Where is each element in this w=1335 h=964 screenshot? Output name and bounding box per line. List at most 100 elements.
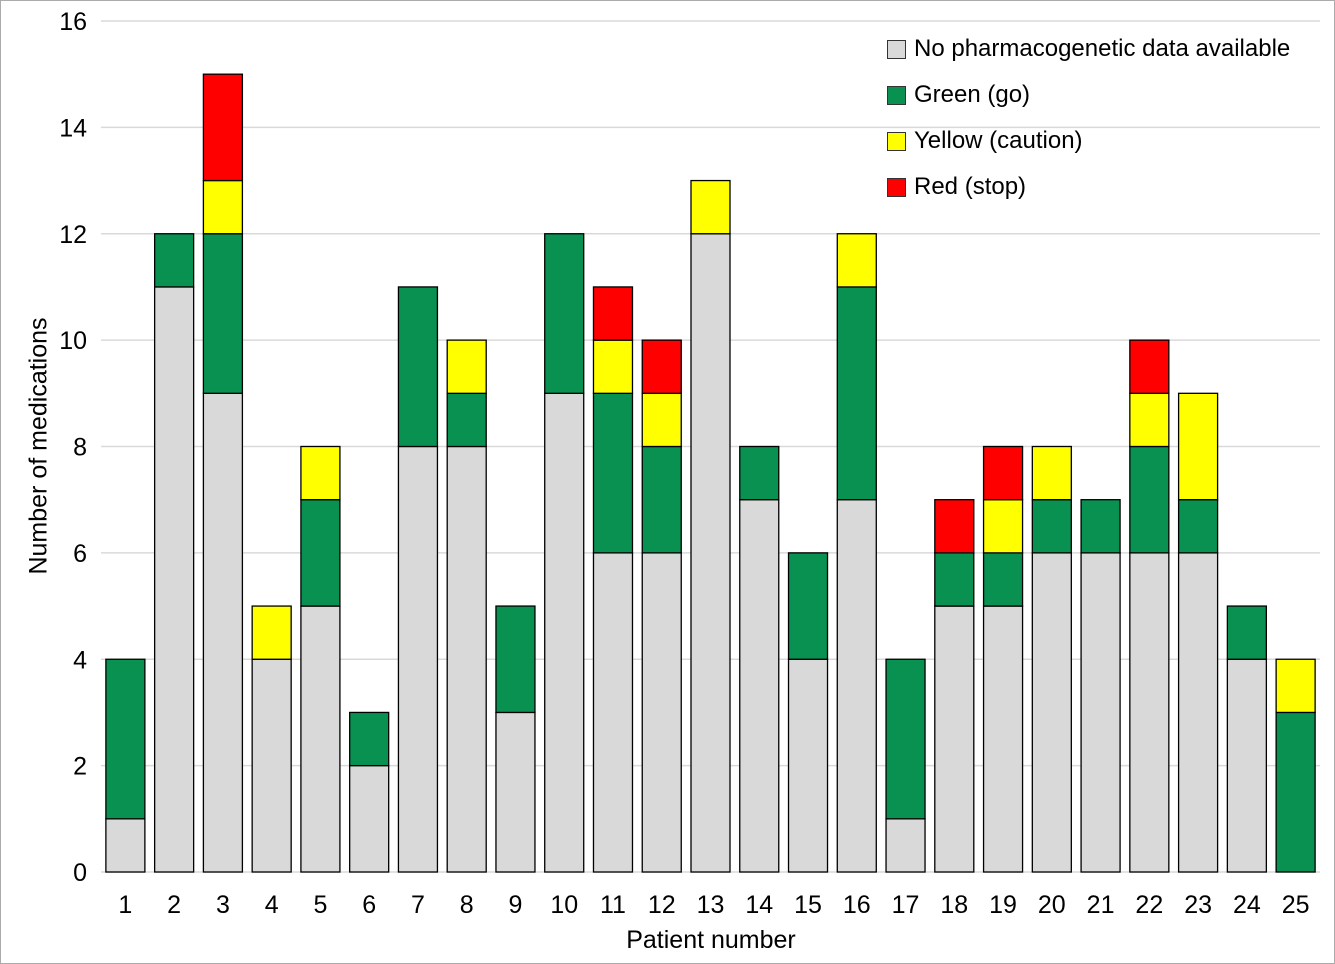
bar-segment-series2-patient20	[1031, 445, 1072, 501]
bar-segment-series0-patient24	[1226, 658, 1268, 873]
bar-segment-series0-patient8	[446, 445, 487, 873]
bar-segment-series0-patient19	[982, 605, 1024, 873]
x-tick-label: 25	[1282, 891, 1310, 919]
y-tick-label: 0	[73, 859, 87, 887]
x-tick-label: 22	[1135, 891, 1163, 919]
bar-segment-series1-patient21	[1080, 499, 1121, 554]
bar-segment-series1-patient12	[641, 445, 682, 554]
bar-segment-series2-patient4	[251, 605, 292, 660]
legend-swatch-icon	[887, 131, 906, 151]
bar-segment-series0-patient1	[105, 818, 146, 873]
bar-segment-series1-patient22	[1129, 445, 1170, 554]
x-tick-label: 17	[892, 891, 920, 919]
y-tick-label: 16	[59, 8, 87, 36]
legend-swatch-icon	[887, 177, 906, 197]
x-tick-label: 11	[600, 891, 626, 919]
bar-segment-series3-patient22	[1129, 339, 1170, 394]
x-tick-label: 8	[460, 891, 474, 919]
bar-segment-series0-patient15	[787, 658, 829, 873]
legend-item-0: No pharmacogenetic data available	[887, 35, 1290, 62]
bar-segment-series0-patient3	[202, 392, 244, 873]
bar-segment-series1-patient9	[495, 605, 536, 714]
x-tick-label: 7	[411, 891, 425, 919]
bar-segment-series2-patient8	[446, 339, 487, 394]
bar-segment-series2-patient16	[836, 233, 877, 288]
bar-segment-series2-patient23	[1177, 392, 1219, 501]
bar-segment-series2-patient5	[300, 445, 341, 501]
bar-segment-series0-patient6	[349, 764, 390, 873]
bar-segment-series0-patient21	[1080, 552, 1121, 873]
bar-segment-series0-patient5	[300, 605, 341, 873]
bar-segment-series0-patient11	[592, 552, 634, 873]
y-tick-label: 10	[59, 327, 87, 355]
x-axis-title: Patient number	[626, 926, 796, 954]
bar-segment-series3-patient11	[592, 286, 634, 341]
bar-segment-series0-patient17	[885, 818, 926, 873]
bar-segment-series0-patient23	[1177, 552, 1219, 873]
bar-segment-series3-patient19	[982, 445, 1024, 501]
legend-item-2: Yellow (caution)	[887, 127, 1290, 154]
x-tick-label: 19	[989, 891, 1017, 919]
bar-segment-series0-patient9	[495, 711, 536, 873]
bar-segment-series2-patient13	[690, 179, 731, 235]
bar-segment-series2-patient19	[982, 499, 1024, 554]
bar-segment-series0-patient13	[690, 233, 731, 873]
y-tick-label: 14	[59, 114, 87, 142]
y-tick-label: 4	[73, 646, 87, 674]
x-tick-label: 2	[167, 891, 181, 919]
x-tick-label: 21	[1087, 891, 1115, 919]
bar-segment-series1-patient25	[1275, 711, 1316, 873]
bar-segment-series1-patient24	[1226, 605, 1268, 660]
bar-segment-series1-patient7	[397, 286, 439, 448]
y-tick-label: 6	[73, 540, 87, 568]
x-tick-label: 16	[843, 891, 871, 919]
y-axis-title: Number of medications	[24, 317, 53, 575]
bar-segment-series1-patient10	[544, 233, 585, 394]
bar-segment-series1-patient2	[153, 233, 195, 288]
legend-label: Yellow (caution)	[914, 127, 1083, 154]
x-tick-label: 6	[362, 891, 376, 919]
bar-segment-series1-patient23	[1177, 499, 1219, 554]
bar-segment-series0-patient4	[251, 658, 292, 873]
x-tick-label: 10	[550, 891, 578, 919]
x-tick-label: 5	[313, 891, 327, 919]
legend-label: Green (go)	[914, 81, 1031, 108]
x-tick-label: 13	[697, 891, 725, 919]
bar-segment-series3-patient12	[641, 339, 682, 394]
bar-segment-series3-patient3	[202, 73, 244, 182]
x-tick-label: 3	[216, 891, 230, 919]
legend-label: Red (stop)	[914, 173, 1027, 200]
x-tick-label: 20	[1038, 891, 1066, 919]
bar-segment-series0-patient12	[641, 552, 682, 873]
x-tick-label: 14	[745, 891, 773, 919]
y-tick-label: 8	[73, 434, 87, 462]
bar-segment-series1-patient17	[885, 658, 926, 820]
y-tick-label: 12	[59, 221, 87, 249]
bar-segment-series2-patient22	[1129, 392, 1170, 448]
bar-segment-series1-patient14	[739, 445, 780, 501]
bar-segment-series1-patient20	[1031, 499, 1072, 554]
bar-segment-series0-patient10	[544, 392, 585, 873]
x-tick-label: 1	[118, 891, 132, 919]
bar-segment-series2-patient25	[1275, 658, 1316, 714]
bar-segment-series0-patient16	[836, 499, 877, 873]
x-tick-label: 9	[509, 891, 523, 919]
bar-segment-series0-patient20	[1031, 552, 1072, 873]
bar-segment-series1-patient3	[202, 233, 244, 394]
bar-segment-series1-patient18	[934, 552, 975, 607]
bar-segment-series3-patient18	[934, 499, 975, 554]
x-tick-label: 4	[265, 891, 279, 919]
bar-segment-series2-patient3	[202, 179, 244, 235]
bar-segment-series0-patient7	[397, 445, 439, 873]
bar-segment-series1-patient6	[349, 711, 390, 767]
legend: No pharmacogenetic data available Green (…	[887, 35, 1290, 220]
x-tick-label: 15	[794, 891, 822, 919]
bar-segment-series1-patient15	[787, 552, 829, 660]
bar-segment-series1-patient11	[592, 392, 634, 554]
legend-swatch-icon	[887, 85, 906, 105]
legend-item-3: Red (stop)	[887, 173, 1290, 200]
x-tick-label: 18	[940, 891, 968, 919]
bar-segment-series1-patient19	[982, 552, 1024, 607]
